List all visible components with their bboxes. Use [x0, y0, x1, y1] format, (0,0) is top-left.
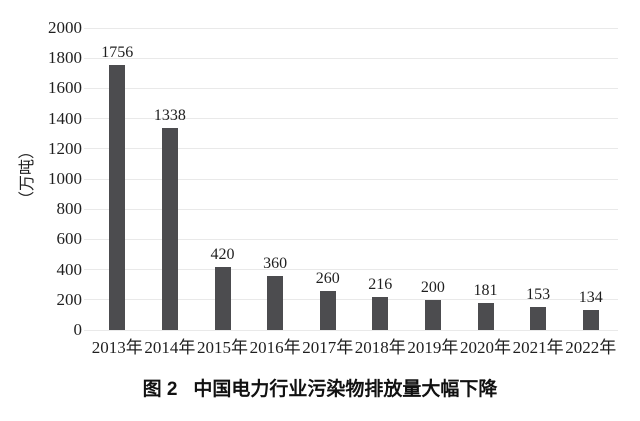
x-tick-label: 2021年	[512, 338, 564, 357]
x-tick-label: 2018年	[354, 338, 406, 357]
y-tick-label: 800	[56, 199, 83, 219]
gridline	[84, 208, 618, 210]
value-label: 181	[473, 281, 498, 299]
y-tick-label: 600	[56, 229, 83, 249]
y-tick-label: 1800	[48, 48, 82, 68]
x-tick-label: 2020年	[460, 338, 511, 357]
gridline	[84, 269, 618, 271]
x-tick-label: 2022年	[565, 338, 617, 357]
figure-title: 中国电力行业污染物排放量大幅下降	[193, 378, 498, 400]
bar	[319, 290, 336, 330]
value-label: 153	[526, 285, 551, 303]
bar	[530, 306, 547, 330]
x-tick-label: 2019年	[407, 338, 459, 357]
gridline	[84, 329, 618, 331]
value-label: 134	[578, 288, 603, 306]
y-tick-label: 1000	[48, 169, 82, 188]
bar	[161, 127, 178, 330]
gridline	[84, 57, 618, 59]
y-tick-label: 2000	[48, 18, 82, 37]
gridline	[84, 148, 618, 150]
bar	[109, 64, 126, 330]
figure-caption: 图 2 中国电力行业污染物排放量大幅下降	[0, 373, 640, 401]
gridline	[84, 27, 618, 29]
y-tick-label: 0	[73, 320, 83, 339]
y-tick-label: 1600	[48, 78, 82, 98]
y-tick-label: 1200	[48, 138, 82, 158]
x-tick-label: 2014年	[144, 338, 196, 357]
y-tick-label: 200	[56, 289, 83, 309]
value-label: 260	[315, 269, 340, 287]
bar	[582, 309, 599, 330]
x-tick-label: 2015年	[197, 338, 248, 357]
value-label: 360	[263, 254, 288, 272]
value-label: 200	[420, 278, 445, 296]
value-label: 1338	[153, 106, 186, 124]
bar	[477, 302, 494, 330]
y-tick-label: 400	[56, 259, 83, 279]
y-tick-label: 1400	[48, 108, 82, 128]
figure-number: 图 2	[142, 378, 178, 400]
value-label: 420	[210, 245, 235, 263]
gridline	[84, 118, 618, 120]
x-tick-label: 2017年	[302, 338, 354, 357]
x-tick-label: 2013年	[91, 338, 143, 357]
gridline	[84, 238, 618, 240]
x-tick-label: 2016年	[249, 338, 301, 357]
bar-chart: （万吨） 0 200 400 600 800 1000 1200 1400 1600 1800 20…	[19, 18, 618, 357]
bar	[372, 297, 389, 330]
bar	[214, 266, 231, 330]
gridline	[84, 178, 618, 180]
bar	[424, 299, 441, 330]
value-label: 216	[368, 276, 393, 294]
bar	[267, 275, 284, 330]
value-label: 1756	[101, 43, 134, 61]
gridline	[84, 299, 618, 301]
gridline	[84, 87, 618, 89]
